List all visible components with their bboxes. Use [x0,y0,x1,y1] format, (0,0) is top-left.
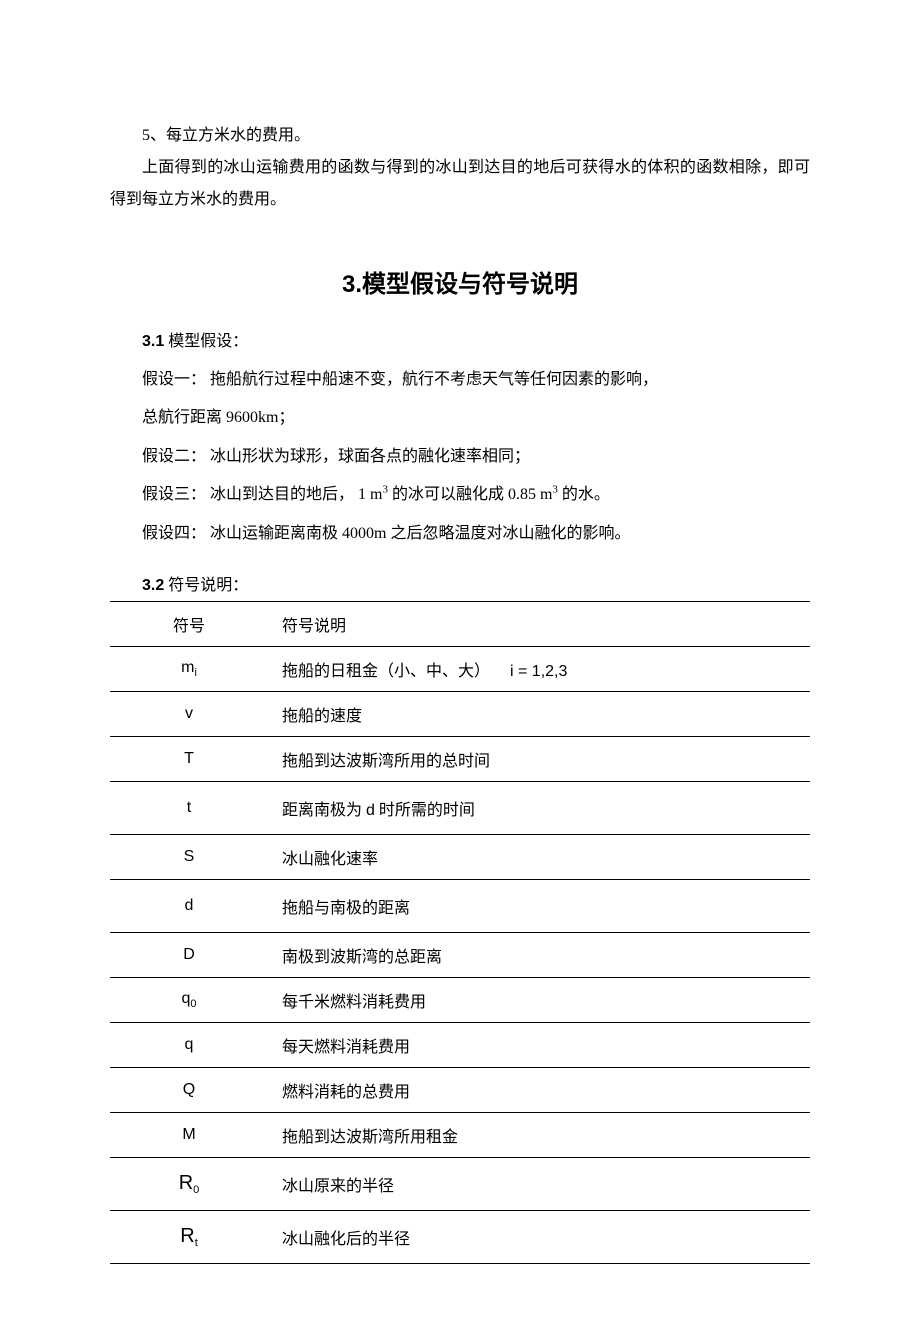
desc-cell: 燃料消耗的总费用 [268,1067,810,1112]
table-row: mi拖船的日租金（小、中、大） i = 1,2,3 [110,646,810,691]
table-row: R0冰山原来的半径 [110,1157,810,1210]
table-header-symbol: 符号 [110,601,268,646]
desc-cell: 南极到波斯湾的总距离 [268,932,810,977]
table-row: Rt冰山融化后的半径 [110,1211,810,1264]
symbol-cell: t [110,781,268,834]
subsection-text: 模型假设： [164,333,248,350]
assumption-3: 假设三： 冰山到达目的地后， 1 m3 的冰可以融化成 0.85 m3 的水。 [142,476,810,514]
intro-line-2: 上面得到的冰山运输费用的函数与得到的冰山到达目的地后可获得水的体积的函数相除，即… [110,152,810,216]
symbol-cell: v [110,691,268,736]
table-header-row: 符号符号说明 [110,601,810,646]
symbol-cell: mi [110,646,268,691]
subsection-text-2: 符号说明： [164,577,248,594]
section-heading-text: 模型假设与符号说明 [362,271,578,298]
table-row: t距离南极为 d 时所需的时间 [110,781,810,834]
table-row: S冰山融化速率 [110,834,810,879]
desc-cell: 冰山融化速率 [268,834,810,879]
table-header-desc: 符号说明 [268,601,810,646]
desc-cell: 冰山融化后的半径 [268,1211,810,1264]
intro-line-1: 5、每立方米水的费用。 [110,120,810,152]
symbol-cell: Rt [110,1211,268,1264]
desc-cell: 每天燃料消耗费用 [268,1022,810,1067]
desc-cell: 拖船与南极的距离 [268,879,810,932]
table-row: v拖船的速度 [110,691,810,736]
desc-cell: 拖船到达波斯湾所用租金 [268,1112,810,1157]
assumption-3-mid: 的冰可以融化成 0.85 m [388,486,552,503]
section-title: 3.模型假设与符号说明 [110,264,810,299]
assumption-2: 假设二： 冰山形状为球形，球面各点的融化速率相同； [142,438,810,476]
subsection-3-2: 3.2 符号说明： [142,571,810,595]
assumption-4: 假设四： 冰山运输距离南极 4000m 之后忽略温度对冰山融化的影响。 [142,515,810,553]
symbol-cell: d [110,879,268,932]
desc-cell: 每千米燃料消耗费用 [268,977,810,1022]
table-row: q每天燃料消耗费用 [110,1022,810,1067]
symbol-cell: q0 [110,977,268,1022]
subsection-number: 3.1 [142,333,164,350]
table-row: Q燃料消耗的总费用 [110,1067,810,1112]
symbol-table: 符号符号说明mi拖船的日租金（小、中、大） i = 1,2,3v拖船的速度T拖船… [110,601,810,1264]
section-number: 3. [342,271,362,298]
symbol-cell: T [110,736,268,781]
subsection-number-2: 3.2 [142,577,164,594]
desc-cell: 拖船的日租金（小、中、大） i = 1,2,3 [268,646,810,691]
table-row: D南极到波斯湾的总距离 [110,932,810,977]
page: 5、每立方米水的费用。 上面得到的冰山运输费用的函数与得到的冰山到达目的地后可获… [0,0,920,1324]
symbol-cell: M [110,1112,268,1157]
subsection-3-1: 3.1 模型假设： [142,327,810,351]
assumption-1a: 假设一： 拖船航行过程中船速不变，航行不考虑天气等任何因素的影响， [142,361,810,399]
assumption-3-pre: 假设三： 冰山到达目的地后， 1 m [142,486,382,503]
assumption-3-post: 的水。 [558,486,610,503]
desc-cell: 距离南极为 d 时所需的时间 [268,781,810,834]
symbol-cell: Q [110,1067,268,1112]
table-row: d拖船与南极的距离 [110,879,810,932]
table-row: q0每千米燃料消耗费用 [110,977,810,1022]
desc-cell: 拖船到达波斯湾所用的总时间 [268,736,810,781]
symbol-cell: q [110,1022,268,1067]
symbol-cell: D [110,932,268,977]
desc-cell: 拖船的速度 [268,691,810,736]
symbol-cell: S [110,834,268,879]
desc-cell: 冰山原来的半径 [268,1157,810,1210]
table-row: M拖船到达波斯湾所用租金 [110,1112,810,1157]
assumption-1b: 总航行距离 9600km； [142,399,810,437]
symbol-cell: R0 [110,1157,268,1210]
table-row: T拖船到达波斯湾所用的总时间 [110,736,810,781]
